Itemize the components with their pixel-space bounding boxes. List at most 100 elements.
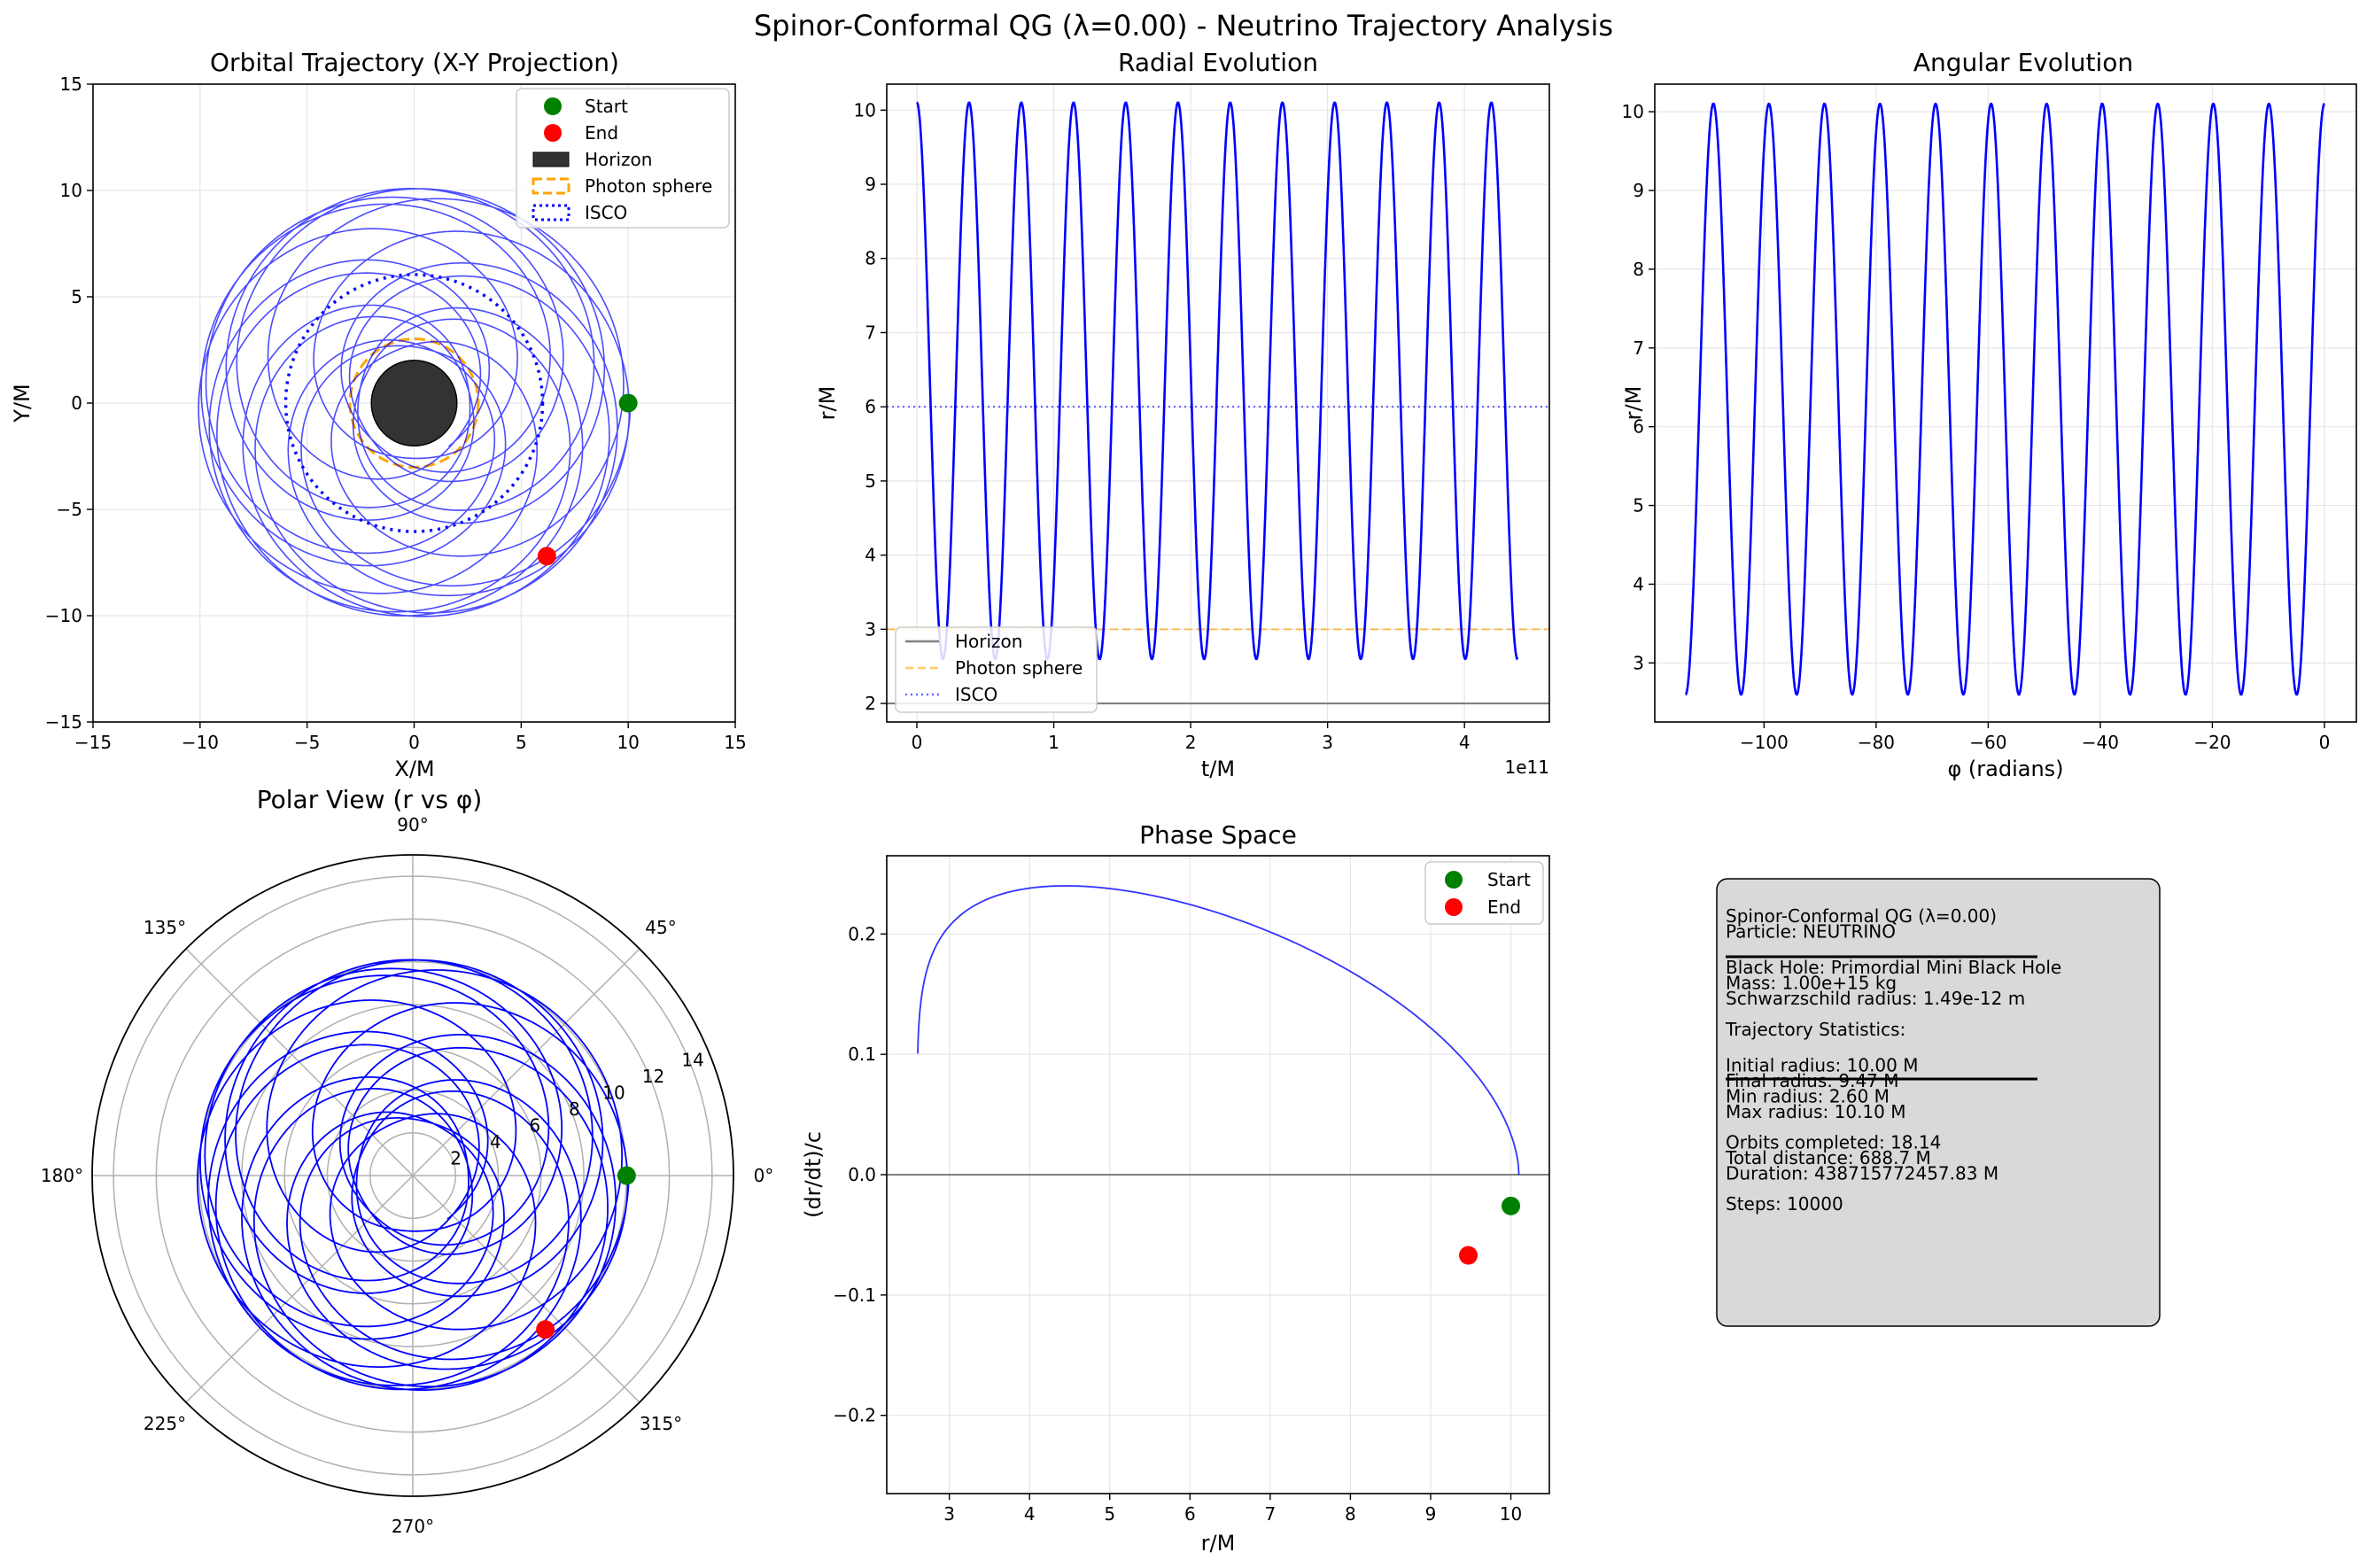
isco-ring — [283, 273, 545, 533]
xy-xtick-label: −10 — [182, 732, 219, 753]
radial-curve — [916, 101, 1519, 661]
angular-content — [1684, 102, 2325, 696]
angular-ytick-label: 7 — [1633, 338, 1644, 359]
radial-offset: 1e11 — [1505, 757, 1549, 778]
phase-legend: Start End — [1424, 861, 1544, 925]
phase-ytick-label: 0.2 — [848, 923, 876, 944]
phase-ylabel: (dr/dt)/c — [801, 1131, 826, 1218]
polar-rtick-label: 10 — [602, 1083, 625, 1104]
radial-ticks: 0 1 2 3 4 2 3 4 5 6 7 8 9 10 — [854, 99, 1471, 753]
xy-xtick-label: 15 — [724, 732, 746, 753]
phase-space-panel: Phase Space 3 4 5 6 7 8 9 10 −0.2 −0.1 0.0 0.1 0.2 r… — [801, 820, 1550, 1556]
polar-agrid — [185, 1175, 414, 1403]
figure-title: Spinor-Conformal QG (λ=0.00) - Neutrino … — [754, 9, 1613, 43]
radial-ytick-label: 6 — [865, 396, 876, 417]
polar-angle-label: 0° — [754, 1165, 774, 1186]
phase-content — [887, 885, 1549, 1265]
radial-xtick-label: 4 — [1459, 732, 1471, 753]
angular-ytick-label: 10 — [1622, 101, 1644, 122]
polar-agrid — [412, 948, 640, 1176]
radial-legend: Horizon Photon sphere ISCO — [895, 626, 1098, 713]
angular-title: Angular Evolution — [1913, 48, 2133, 77]
info-box — [1716, 878, 2161, 1327]
xy-legend-photon: Photon sphere — [585, 175, 712, 197]
xy-xlabel: X/M — [394, 757, 434, 781]
xy-ytick-label: 15 — [60, 74, 82, 95]
xy-ytick-label: 0 — [71, 392, 82, 414]
polar-start-marker — [617, 1166, 636, 1185]
polar-angle-label: 135° — [144, 917, 186, 938]
phase-ytick-label: −0.2 — [833, 1405, 876, 1426]
xy-title: Orbital Trajectory (X-Y Projection) — [210, 48, 619, 77]
phase-legend-end: End — [1487, 897, 1521, 918]
phase-xtick-label: 4 — [1024, 1503, 1036, 1525]
phase-xtick-label: 3 — [943, 1503, 955, 1525]
angular-ytick-label: 4 — [1633, 573, 1644, 594]
angular-curve — [1684, 102, 2325, 696]
xy-legend-box — [516, 88, 730, 229]
polar-title: Polar View (r vs φ) — [257, 785, 483, 814]
info-line: Mass: 1.00e+15 kg — [1726, 973, 1897, 994]
xy-xtick-label: −15 — [74, 732, 112, 753]
xy-ytick-label: −10 — [45, 605, 82, 626]
radial-content — [887, 101, 1549, 705]
xy-trajectory — [198, 188, 632, 617]
info-line: Trajectory Statistics: — [1725, 1019, 1905, 1040]
xy-ylabel: Y/M — [10, 384, 35, 423]
phase-legend-start: Start — [1487, 869, 1531, 890]
radial-legend-box — [895, 626, 1098, 713]
info-lines: Spinor-Conformal QG (λ=0.00)Particle: NE… — [1725, 905, 2061, 1215]
info-line: Max radius: 10.10 M — [1726, 1101, 1906, 1122]
polar-ticks: 2 4 6 8 10 12 14 0° 45° 90° 135° 180° 225° 270° 315° — [41, 814, 773, 1537]
xy-ticks: −15−15 −10 −10 −5 −5 0 0 5 5 10 10 15 15 — [45, 74, 747, 753]
polar-grid — [92, 855, 733, 1496]
radial-legend-horizon: Horizon — [955, 631, 1022, 652]
xy-content — [198, 188, 638, 617]
polar-angle-label: 180° — [41, 1165, 83, 1186]
radial-xtick-label: 3 — [1322, 732, 1333, 753]
info-line: Schwarzschild radius: 1.49e-12 m — [1726, 988, 2025, 1009]
radial-ytick-label: 5 — [865, 470, 876, 492]
radial-ytick-label: 2 — [865, 693, 876, 714]
phase-ytick-label: −0.1 — [833, 1285, 876, 1306]
polar-rtick-label: 2 — [450, 1148, 462, 1169]
radial-xtick-label: 1 — [1048, 732, 1059, 753]
angular-ticks: −100 −80 −60 −40 −20 0 3 4 5 6 7 8 9 10 — [1622, 101, 2331, 753]
phase-start-marker — [1502, 1196, 1521, 1215]
info-line: Duration: 438715772457.83 M — [1726, 1162, 1998, 1184]
polar-frame — [91, 854, 734, 1497]
info-line: Total distance: 688.7 M — [1725, 1147, 1931, 1168]
phase-ytick-label: 0.1 — [848, 1044, 876, 1065]
radial-ytick-label: 7 — [865, 322, 876, 343]
xy-ytick-label: −15 — [45, 711, 82, 733]
radial-ytick-label: 8 — [865, 248, 876, 269]
xy-ytick-label: 5 — [71, 286, 82, 307]
radial-evolution-panel: Radial Evolution 0 1 2 3 4 2 3 4 5 6 7 8 9 10 1e11 t/… — [815, 48, 1550, 781]
xy-legend-start: Start — [585, 96, 628, 117]
polar-rtick-label: 8 — [569, 1098, 580, 1120]
phase-curve — [917, 885, 1520, 1176]
radial-xlabel: t/M — [1201, 757, 1235, 781]
radial-ytick-label: 4 — [865, 545, 876, 566]
xy-end-marker — [537, 547, 556, 566]
polar-rtick-label: 12 — [642, 1066, 664, 1087]
info-line: Orbits completed: 18.14 — [1726, 1132, 1941, 1153]
info-line: Steps: 10000 — [1726, 1193, 1843, 1215]
phase-ytick-label: 0.0 — [848, 1164, 876, 1185]
info-line: Black Hole: Primordial Mini Black Hole — [1726, 957, 2061, 978]
angular-xlabel: φ (radians) — [1947, 757, 2063, 781]
radial-xtick-label: 0 — [912, 732, 923, 753]
phase-xtick-label: 10 — [1500, 1503, 1522, 1525]
radial-frame — [886, 83, 1550, 723]
xy-xtick-label: 0 — [408, 732, 420, 753]
polar-angle-label: 90° — [397, 814, 428, 835]
horizon-disk — [370, 359, 458, 447]
xy-legend-start-marker — [544, 97, 562, 115]
phase-xtick-label: 8 — [1345, 1503, 1356, 1525]
info-line: Final radius: 9.47 M — [1726, 1070, 1899, 1091]
polar-trajectory — [197, 959, 630, 1391]
angular-xtick-label: −60 — [1969, 732, 2006, 753]
angular-xtick-label: −100 — [1740, 732, 1789, 753]
angular-ytick-label: 9 — [1633, 180, 1644, 201]
